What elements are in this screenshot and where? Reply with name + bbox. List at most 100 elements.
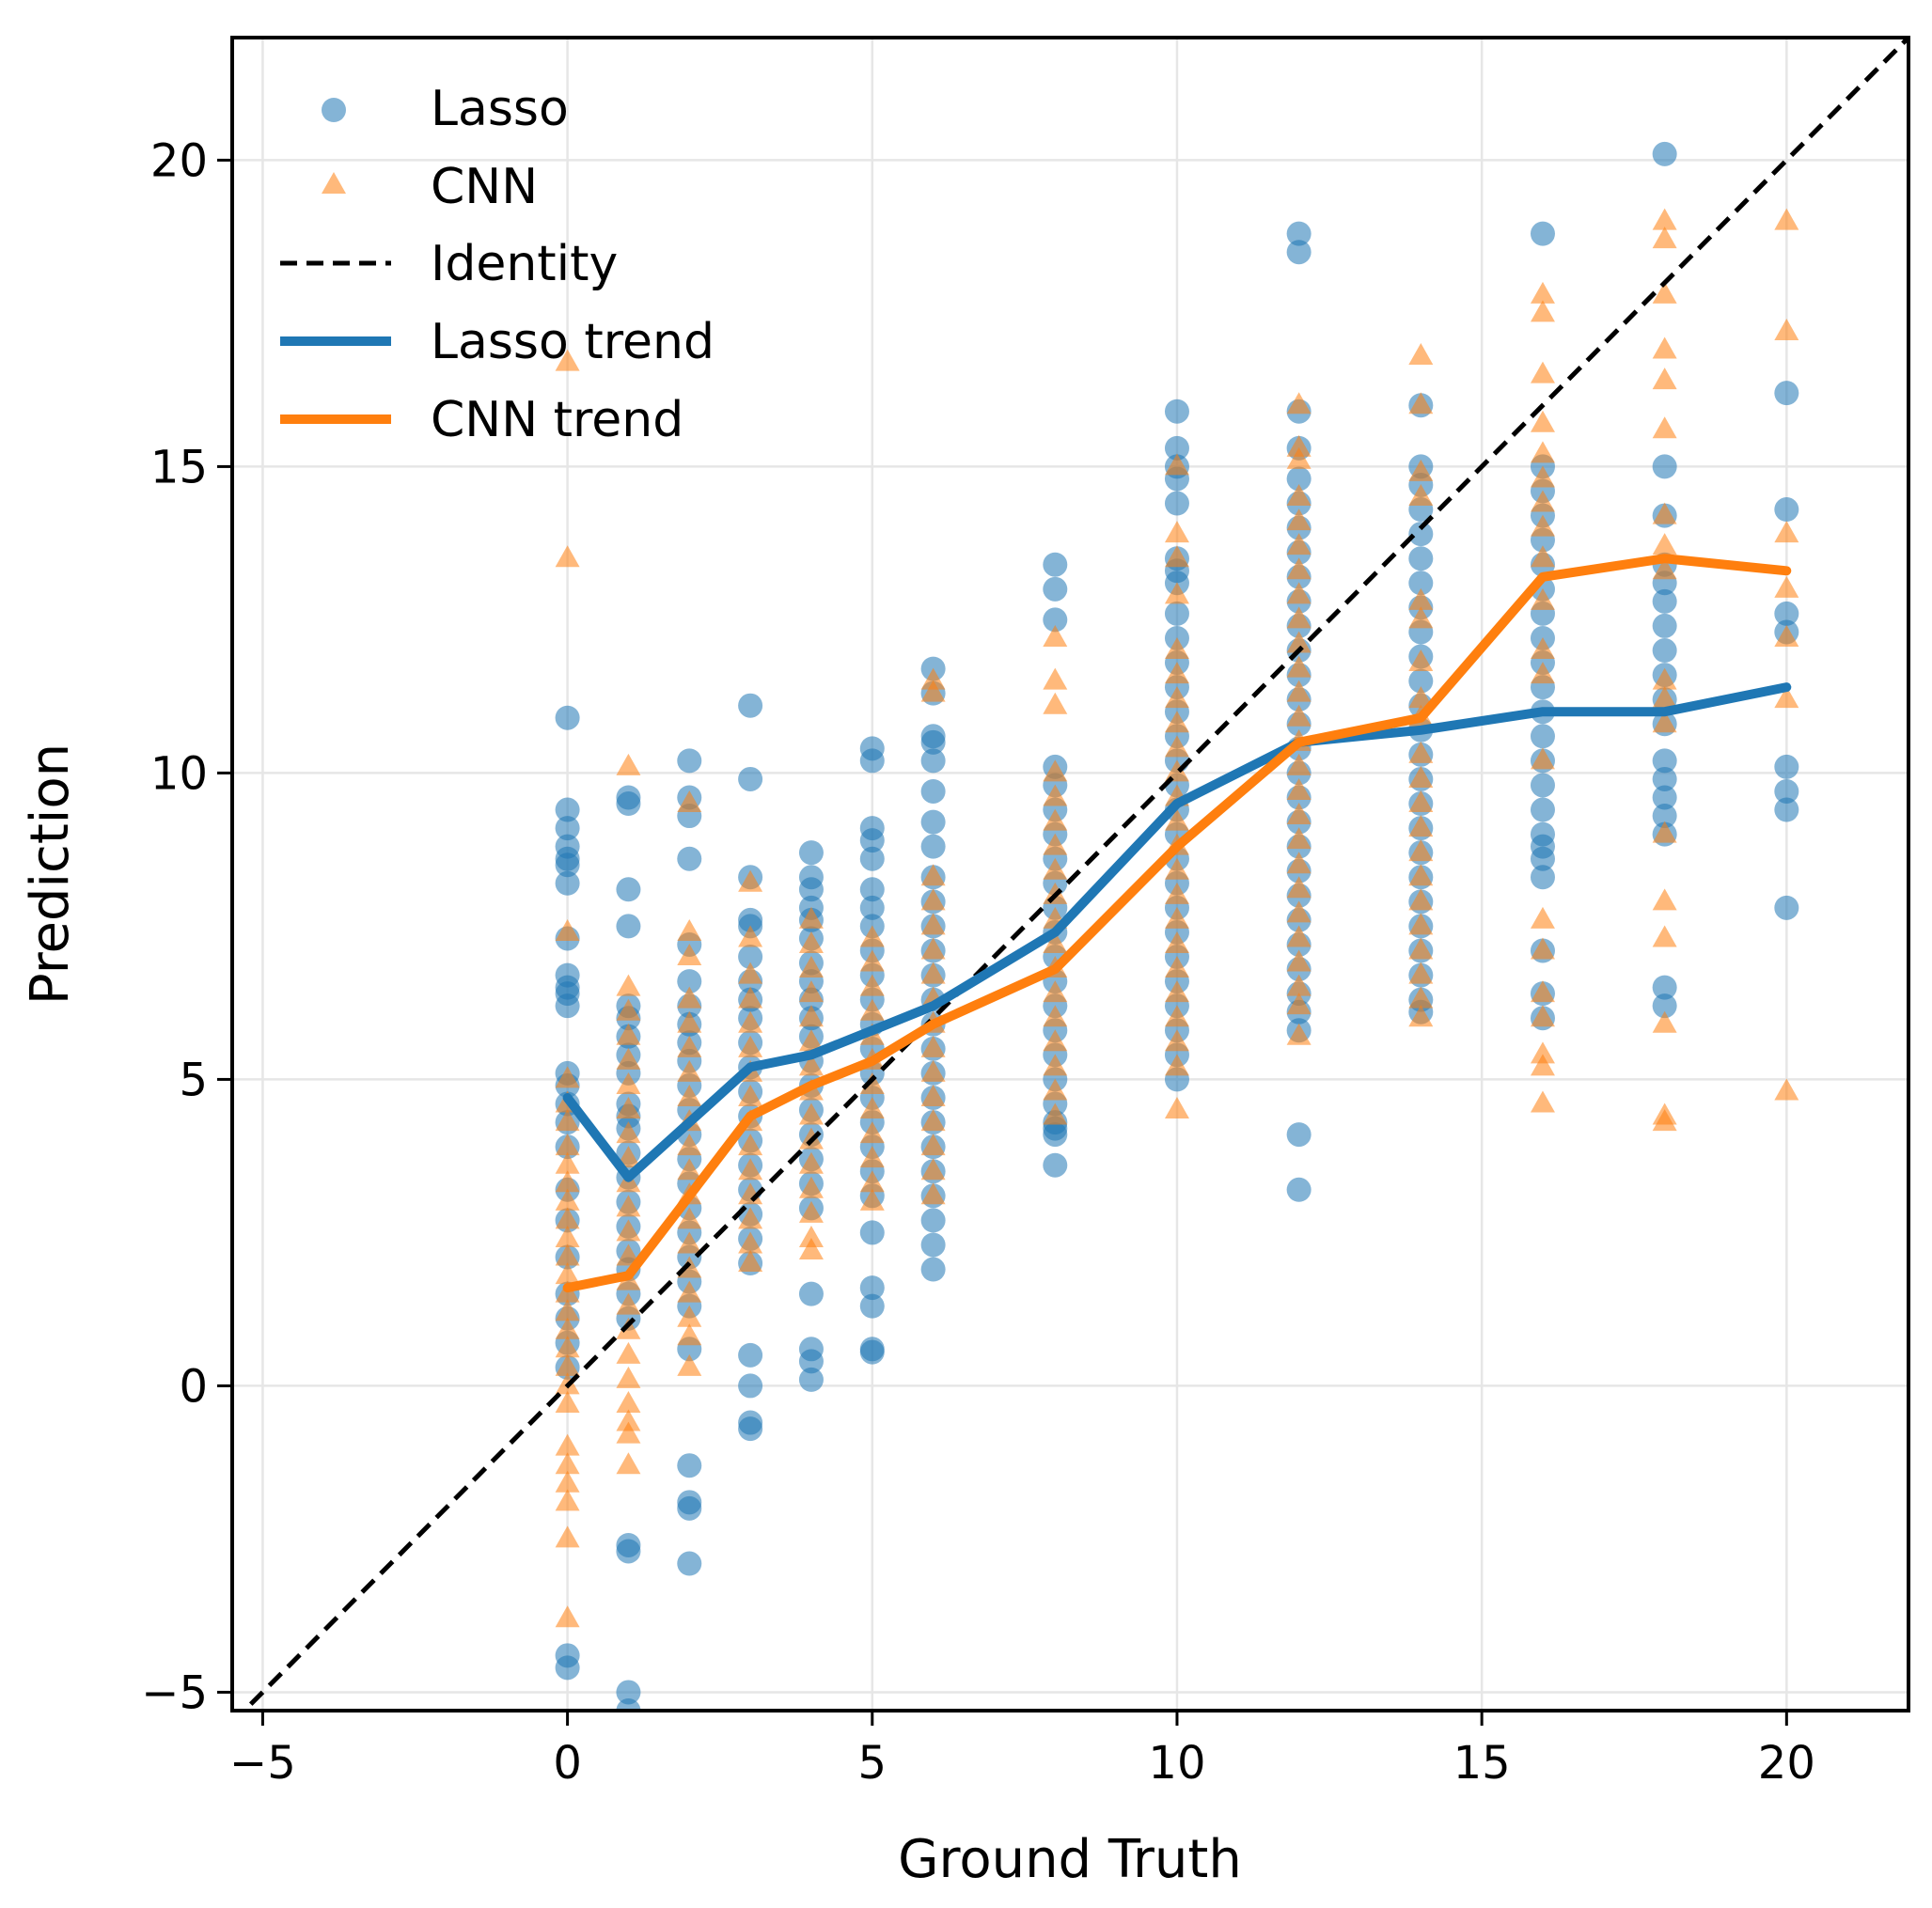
cnn-point bbox=[920, 1182, 946, 1205]
lasso-point bbox=[920, 834, 946, 859]
cnn-point bbox=[738, 1158, 763, 1181]
cnn-point bbox=[798, 1200, 824, 1223]
cnn-point bbox=[1408, 343, 1434, 366]
cnn-point bbox=[616, 1047, 641, 1070]
legend: Lasso CNN Identity Lasso trend CNN trend bbox=[280, 81, 715, 448]
cnn-point bbox=[555, 1390, 580, 1413]
cnn-point bbox=[1043, 1029, 1068, 1052]
cnn-point bbox=[616, 1023, 641, 1045]
cnn-point bbox=[1530, 937, 1555, 960]
x-tick-label: 20 bbox=[1758, 1737, 1815, 1790]
cnn-point bbox=[677, 790, 702, 813]
lasso-point bbox=[738, 693, 763, 718]
cnn-point bbox=[798, 980, 824, 1003]
cnn-point bbox=[1164, 1005, 1189, 1027]
cnn-point bbox=[1043, 692, 1068, 714]
cnn-point bbox=[1286, 852, 1312, 874]
cnn-point bbox=[1530, 587, 1555, 610]
cnn-point bbox=[920, 1134, 946, 1156]
cnn-point bbox=[1043, 808, 1068, 831]
cnn-point bbox=[1530, 980, 1555, 1003]
x-tick-label: 0 bbox=[553, 1737, 582, 1790]
cnn-point bbox=[920, 1035, 946, 1057]
cnn-point bbox=[1043, 624, 1068, 647]
cnn-point bbox=[616, 1195, 641, 1217]
cnn-point bbox=[738, 1231, 763, 1254]
lasso-point bbox=[1164, 491, 1189, 516]
cnn-point bbox=[1408, 686, 1434, 709]
cnn-point bbox=[1408, 649, 1434, 672]
cnn-point bbox=[738, 925, 763, 947]
cnn-point bbox=[1286, 533, 1312, 555]
lasso-point bbox=[677, 846, 702, 871]
lasso-point bbox=[798, 840, 824, 866]
cnn-point bbox=[555, 918, 580, 941]
cnn-point bbox=[555, 1452, 580, 1475]
cnn-point bbox=[616, 1341, 641, 1364]
axes-frame bbox=[230, 36, 1910, 1713]
cnn-point bbox=[1408, 888, 1434, 911]
legend-label-identity: Identity bbox=[431, 236, 618, 292]
cnn-point bbox=[677, 1059, 702, 1082]
cnn-point bbox=[616, 1219, 641, 1242]
cnn-point bbox=[677, 1158, 702, 1181]
lasso-point bbox=[738, 945, 763, 970]
cnn-point bbox=[1043, 1103, 1068, 1125]
lasso-point bbox=[1530, 846, 1555, 871]
legend-item-lasso: Lasso bbox=[322, 81, 569, 137]
cnn-point bbox=[1530, 545, 1555, 568]
cnn-point bbox=[1530, 514, 1555, 537]
cnn-point bbox=[1774, 686, 1799, 709]
cnn-point bbox=[1530, 1041, 1555, 1064]
lasso-point bbox=[616, 1698, 641, 1711]
lasso-point bbox=[920, 1257, 946, 1282]
cnn-point bbox=[798, 1237, 824, 1259]
cnn-point bbox=[738, 1207, 763, 1229]
lasso-point bbox=[738, 1342, 763, 1368]
lasso-point bbox=[1652, 785, 1677, 810]
lasso-point bbox=[1774, 778, 1799, 804]
cnn-point bbox=[738, 1035, 763, 1057]
cnn-point bbox=[738, 1134, 763, 1156]
lasso-point bbox=[1408, 546, 1434, 571]
lasso-point bbox=[1774, 601, 1799, 626]
cnn-point bbox=[1774, 208, 1799, 230]
lasso-point bbox=[1652, 454, 1677, 479]
cnn-point bbox=[1408, 484, 1434, 507]
legend-label-lasso: Lasso bbox=[431, 81, 569, 137]
cnn-point bbox=[555, 1353, 580, 1376]
cnn-point bbox=[859, 925, 885, 947]
cnn-point bbox=[920, 937, 946, 960]
lasso-point bbox=[555, 816, 580, 841]
lasso-point bbox=[1530, 773, 1555, 798]
cnn-point bbox=[798, 1151, 824, 1174]
cnn-point bbox=[1164, 711, 1189, 733]
cnn-point bbox=[1652, 368, 1677, 390]
cnn-point bbox=[1164, 931, 1189, 953]
cnn-point bbox=[1530, 281, 1555, 304]
cnn-point bbox=[1286, 484, 1312, 507]
lasso-point bbox=[555, 852, 580, 878]
lasso-point bbox=[859, 748, 885, 774]
identity-line bbox=[241, 38, 1908, 1711]
cnn-point bbox=[1164, 582, 1189, 604]
cnn-point bbox=[677, 1280, 702, 1303]
lasso-point bbox=[798, 1367, 824, 1392]
cnn-point bbox=[1286, 446, 1312, 469]
y-tick-label: 0 bbox=[179, 1360, 208, 1413]
cnn-point bbox=[1164, 686, 1189, 709]
cnn-point bbox=[798, 956, 824, 978]
cnn-point bbox=[555, 545, 580, 568]
cnn-point bbox=[555, 1317, 580, 1339]
axis-ticks: −5 0 5 10 15 20 −5 0 5 10 15 20 bbox=[141, 134, 1815, 1790]
cnn-point bbox=[555, 1207, 580, 1229]
cnn-point bbox=[555, 1262, 580, 1285]
cnn-point bbox=[1408, 815, 1434, 837]
cnn-point bbox=[1530, 747, 1555, 770]
cnn-point bbox=[1774, 521, 1799, 543]
cnn-point bbox=[1408, 986, 1434, 1009]
cnn-point bbox=[616, 1317, 641, 1339]
cnn-point bbox=[555, 349, 580, 371]
cnn-point bbox=[1652, 227, 1677, 249]
cnn-point bbox=[555, 1151, 580, 1174]
